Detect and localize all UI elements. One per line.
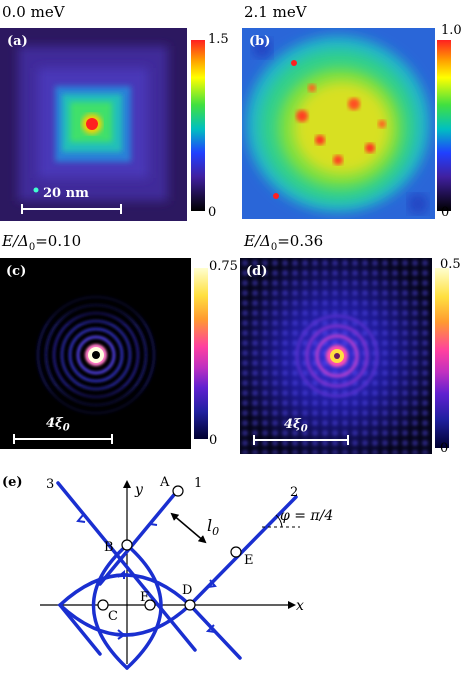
direction-tick-3 — [76, 514, 86, 523]
panel-label-a: (a) — [7, 34, 28, 49]
point-a — [172, 485, 184, 497]
direction-tick-lens-top — [117, 569, 125, 579]
panel-label-b: (b) — [249, 34, 271, 49]
trajectory-3 — [56, 481, 197, 652]
direction-tick-2 — [207, 579, 217, 588]
colorbar-d-max: 0.5 — [440, 257, 461, 272]
point-label-a: A — [159, 475, 170, 490]
line-label-3: 3 — [46, 477, 54, 492]
scale-label-c-sub: 0 — [62, 422, 70, 434]
point-d — [184, 599, 196, 611]
direction-tick-lens-bottom — [117, 629, 126, 640]
scale-bar-c-right-cap — [111, 434, 113, 444]
heading-c-symbol: E/Δ — [2, 232, 29, 250]
colorbar-c — [194, 268, 208, 439]
scale-label-c: 4ξ0 — [46, 416, 70, 434]
scale-label-a: 20 nm — [43, 186, 89, 201]
panel-label-d: (d) — [246, 264, 268, 279]
scale-label-d-main: 4ξ — [284, 417, 301, 432]
direction-tick-1 — [148, 517, 158, 526]
scale-bar-c — [14, 438, 112, 440]
ldos-map-c: (c) 4ξ0 — [0, 258, 191, 449]
point-label-e: E — [244, 553, 254, 568]
stm-map-a-image — [0, 28, 187, 221]
point-label-f: F — [140, 590, 149, 605]
panel-label-c: (c) — [6, 264, 27, 279]
heading-d-value: =0.36 — [277, 232, 324, 250]
colorbar-b-max: 1.0 — [441, 23, 462, 38]
lens-vertical-left — [91, 543, 129, 670]
length-arrow — [170, 512, 207, 544]
ldos-map-c-image — [0, 258, 191, 449]
point-label-c: C — [108, 609, 118, 624]
stm-map-a: (a) 20 nm — [0, 28, 187, 221]
line-label-1: 1 — [194, 476, 202, 491]
heading-a: 0.0 meV — [2, 3, 65, 21]
direction-tick-lower — [205, 624, 216, 633]
point-f — [144, 599, 156, 611]
length-label: l0 — [207, 516, 219, 538]
scale-bar-d — [254, 439, 348, 441]
colorbar-d — [435, 268, 449, 448]
colorbar-a-min: 0 — [208, 205, 217, 220]
y-axis-label: y — [134, 482, 144, 498]
heading-d-subscript: 0 — [270, 242, 278, 253]
point-b — [121, 539, 133, 551]
length-label-main: l — [207, 516, 212, 535]
ldos-map-d-image — [240, 258, 432, 454]
point-c — [97, 599, 109, 611]
trajectory-2 — [188, 495, 298, 607]
scale-label-c-main: 4ξ — [46, 416, 63, 431]
angle-label: φ = π/4 — [280, 508, 333, 524]
point-label-b: B — [104, 540, 114, 555]
colorbar-b-min: 0 — [441, 205, 450, 220]
stm-map-b: (b) — [242, 28, 435, 219]
scale-bar-a-right-cap — [120, 204, 122, 214]
colorbar-c-min: 0 — [209, 433, 218, 448]
panel-label-e: (e) — [2, 475, 23, 490]
length-label-sub: 0 — [212, 525, 219, 538]
point-e — [230, 546, 242, 558]
point-label-d: D — [182, 583, 192, 598]
ldos-map-d: (d) 4ξ0 — [240, 258, 432, 454]
colorbar-a-max: 1.5 — [208, 32, 229, 47]
line-label-2: 2 — [290, 485, 298, 500]
trajectory-1 — [98, 488, 180, 586]
stm-map-b-image — [242, 28, 435, 219]
scale-bar-c-left-cap — [13, 434, 15, 444]
x-axis-label: x — [296, 598, 304, 614]
scale-label-d-sub: 0 — [300, 423, 308, 435]
heading-d: E/Δ0=0.36 — [244, 233, 323, 256]
heading-c-subscript: 0 — [28, 242, 36, 253]
heading-c-value: =0.10 — [35, 232, 82, 250]
colorbar-b — [437, 40, 451, 211]
scale-bar-a-left-cap — [21, 204, 23, 214]
scale-bar-a — [22, 208, 121, 210]
trajectory-diagram: (e) y x 1 2 3 A B C D E F l0 φ = π/4 — [2, 475, 333, 670]
colorbar-d-min: 0 — [440, 441, 449, 456]
trajectory-3-lower — [58, 603, 102, 656]
heading-b: 2.1 meV — [244, 3, 307, 21]
scale-label-d: 4ξ0 — [284, 417, 308, 435]
colorbar-c-max: 0.75 — [209, 259, 238, 274]
heading-c: E/Δ0=0.10 — [2, 233, 81, 256]
scale-bar-d-right-cap — [347, 435, 349, 445]
scale-bar-d-left-cap — [253, 435, 255, 445]
colorbar-a — [191, 40, 205, 211]
lens-vertical-right — [125, 543, 163, 670]
heading-d-symbol: E/Δ — [244, 232, 271, 250]
angle-arc — [275, 514, 283, 528]
